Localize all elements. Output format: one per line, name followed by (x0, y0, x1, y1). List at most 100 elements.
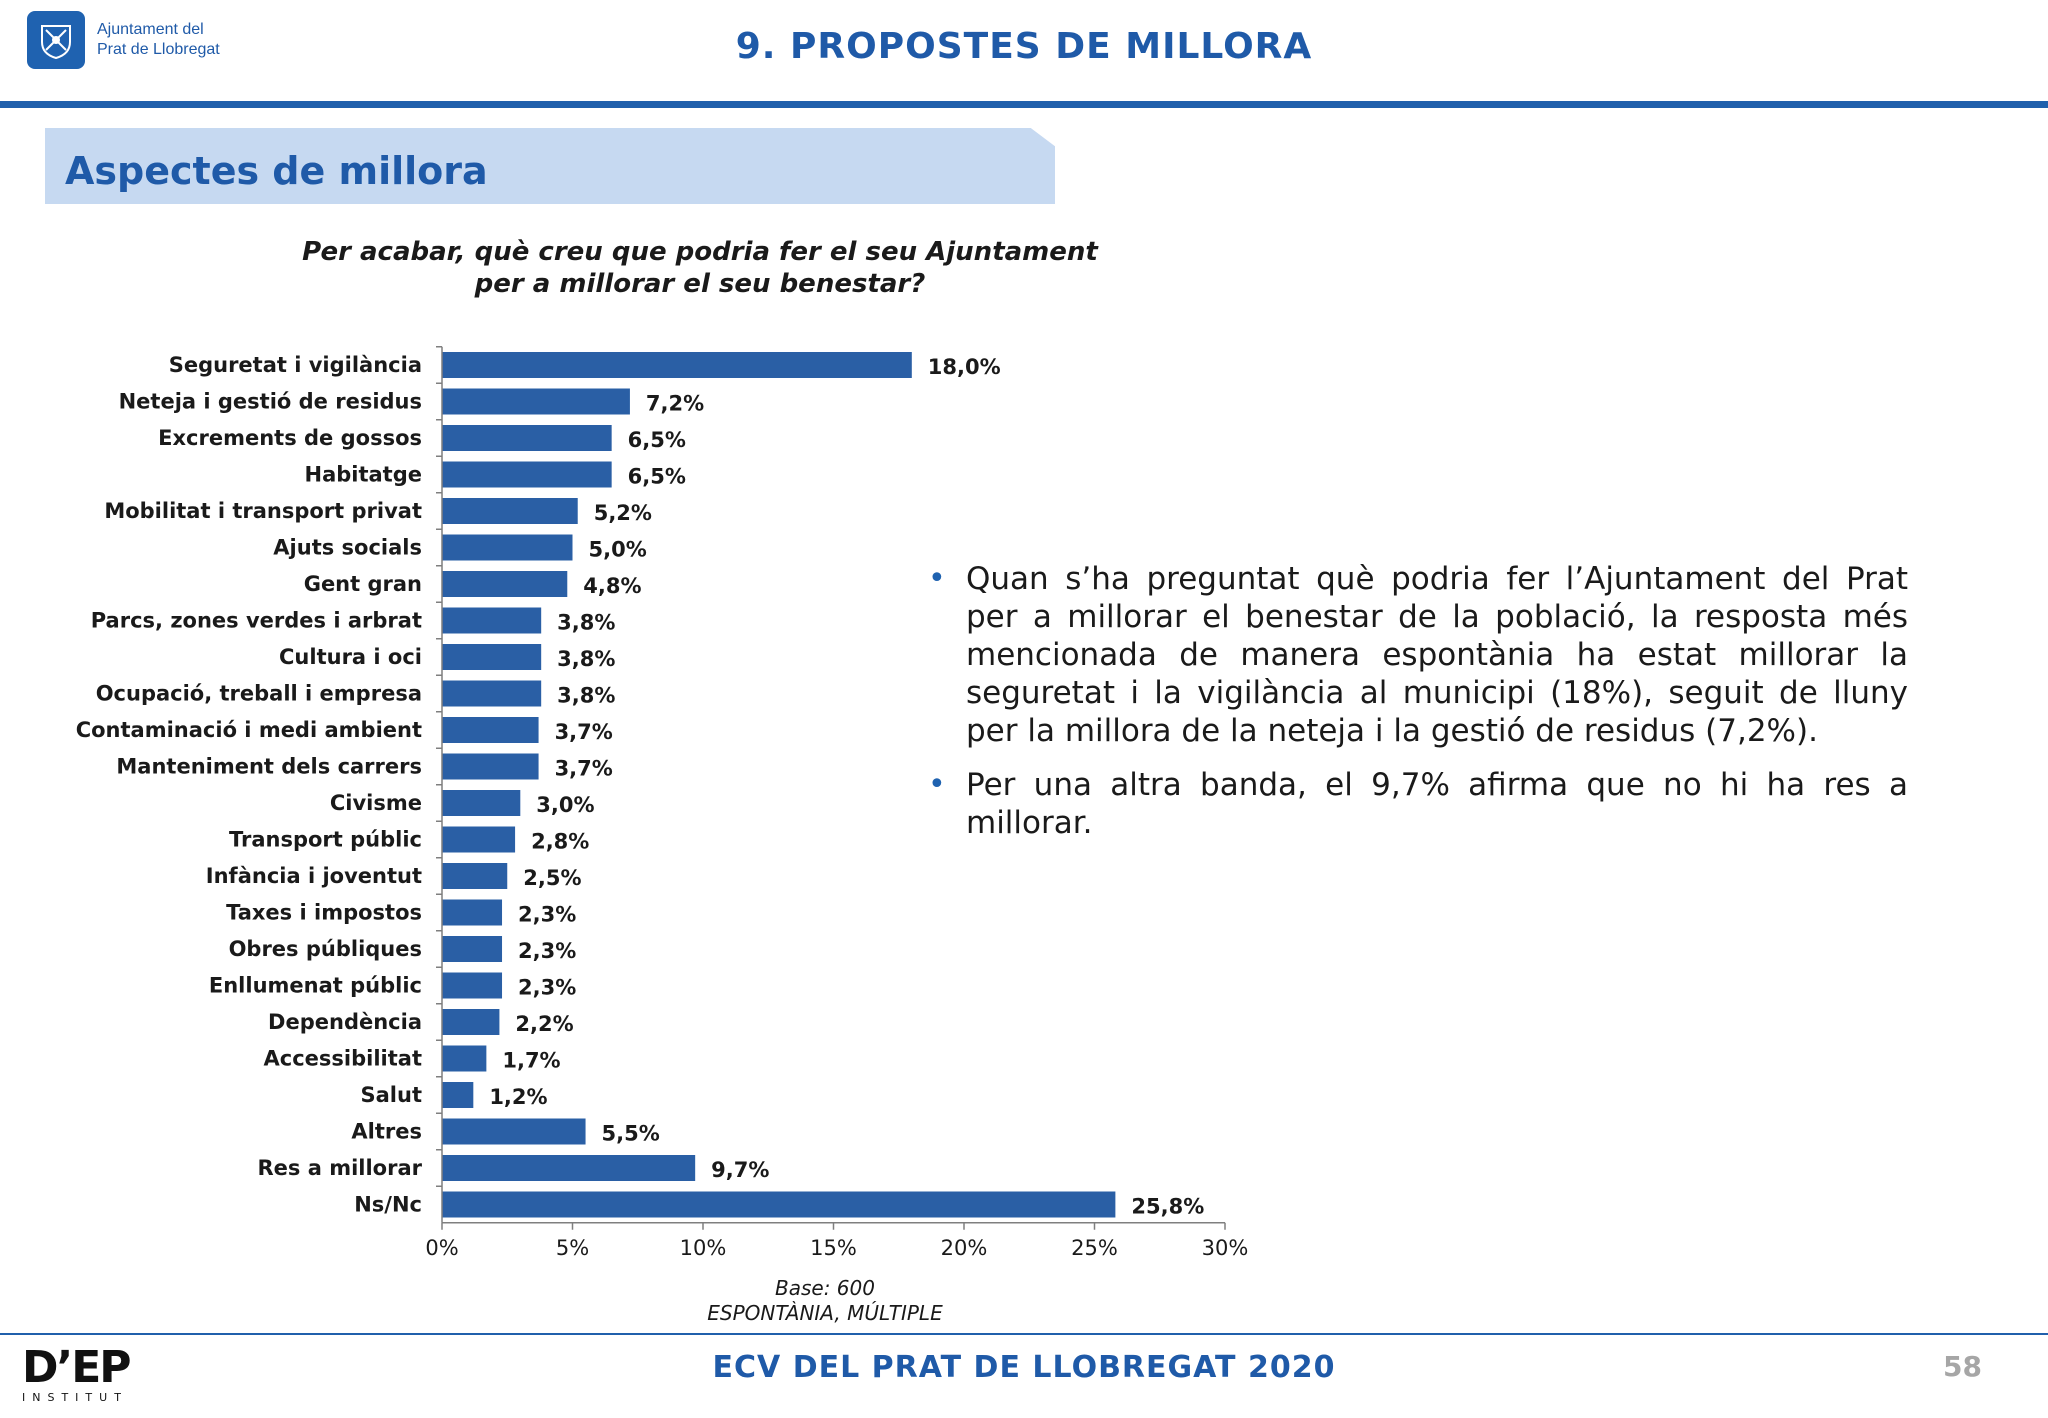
value-label: 2,8% (531, 830, 589, 854)
footer-title: ECV DEL PRAT DE LLOBREGAT 2020 (712, 1350, 1336, 1385)
bar (442, 352, 912, 378)
value-label: 2,3% (518, 976, 576, 1000)
chart-type-note: ESPONTÀNIA, MÚLTIPLE (707, 1301, 943, 1325)
value-label: 3,7% (555, 757, 613, 781)
category-label: Altres (351, 1120, 422, 1144)
category-label: Contaminació i medi ambient (76, 718, 422, 742)
category-label: Cultura i oci (279, 645, 422, 669)
dep-logo-sub: INSTITUT (22, 1391, 128, 1404)
dep-institut-logo: D’EP INSTITUT (22, 1342, 132, 1405)
category-label: Enllumenat públic (209, 974, 422, 998)
x-tick-label: 15% (810, 1236, 857, 1260)
bar (442, 534, 573, 561)
coat-of-arms-icon (27, 11, 85, 69)
bar (442, 790, 521, 816)
section-title: Aspectes de millora (65, 149, 488, 193)
category-label: Taxes i impostos (226, 901, 422, 925)
category-label: Habitatge (305, 463, 423, 487)
bar (442, 644, 542, 670)
findings-list: • Quan s’ha preguntat què podria fer l’A… (928, 560, 1908, 858)
value-label: 6,5% (628, 465, 686, 489)
x-tick-label: 5% (556, 1236, 589, 1260)
category-label: Neteja i gestió de residus (119, 390, 422, 414)
value-label: 3,8% (557, 684, 615, 708)
value-label: 2,2% (515, 1012, 573, 1036)
bar (442, 571, 568, 597)
dep-logo-mark: D’EP (22, 1342, 132, 1393)
value-label: 25,8% (1131, 1195, 1204, 1219)
page-number: 58 (1943, 1350, 1982, 1383)
bar (442, 863, 508, 889)
bullet-icon: • (928, 767, 946, 802)
survey-question: Per acabar, què creu que podria fer el s… (200, 236, 1200, 300)
category-label: Accessibilitat (264, 1047, 422, 1071)
category-label: Seguretat i vigilància (169, 353, 422, 377)
value-label: 2,3% (518, 903, 576, 927)
top-divider (0, 101, 2048, 108)
category-label: Salut (361, 1083, 422, 1107)
x-tick-label: 10% (680, 1236, 727, 1260)
question-line2: per a millorar el seu benestar? (474, 269, 926, 299)
org-name-line1: Ajuntament del (97, 21, 204, 38)
value-label: 5,0% (589, 538, 647, 562)
value-label: 2,5% (523, 866, 581, 890)
bullet-icon: • (928, 561, 946, 596)
category-label: Ns/Nc (354, 1193, 422, 1217)
bar (442, 1045, 487, 1072)
category-label: Obres públiques (229, 937, 422, 961)
category-label: Manteniment dels carrers (116, 755, 422, 779)
x-tick-label: 20% (941, 1236, 988, 1260)
bar (442, 1082, 474, 1108)
value-label: 5,2% (594, 501, 652, 525)
value-label: 1,7% (502, 1049, 560, 1073)
bar (442, 753, 539, 780)
value-label: 5,5% (602, 1122, 660, 1146)
x-tick-label: 30% (1202, 1236, 1249, 1260)
category-label: Infància i joventut (206, 864, 422, 888)
value-label: 4,8% (583, 574, 641, 598)
value-label: 3,8% (557, 647, 615, 671)
category-label: Mobilitat i transport privat (104, 499, 422, 523)
category-label: Excrements de gossos (158, 426, 422, 450)
slide-title: 9. PROPOSTES DE MILLORA (735, 26, 1313, 67)
category-label: Civisme (330, 791, 422, 815)
bar (442, 388, 630, 415)
chart-base-note: Base: 600 (775, 1276, 875, 1300)
bar (442, 936, 503, 962)
finding-item: • Per una altra banda, el 9,7% afirma qu… (928, 766, 1908, 842)
value-label: 18,0% (928, 355, 1001, 379)
bar (442, 717, 539, 743)
value-label: 3,0% (536, 793, 594, 817)
question-line1: Per acabar, què creu que podria fer el s… (302, 237, 1098, 267)
bar (442, 899, 503, 926)
x-tick-label: 0% (425, 1236, 458, 1260)
bar (442, 425, 612, 451)
value-label: 2,3% (518, 939, 576, 963)
ajuntament-logo: Ajuntament del Prat de Llobregat (27, 11, 220, 69)
bar (442, 1191, 1116, 1218)
section-banner (45, 128, 1055, 204)
value-label: 3,7% (555, 720, 613, 744)
bar-chart: Seguretat i vigilància 18,0% Neteja i gest… (76, 346, 1249, 1260)
finding-item: • Quan s’ha preguntat què podria fer l’A… (928, 560, 1908, 750)
finding-text: Quan s’ha preguntat què podria fer l’Aju… (966, 561, 1908, 749)
org-name-line2: Prat de Llobregat (97, 41, 220, 58)
bar (442, 680, 542, 707)
bar (442, 607, 542, 634)
category-label: Ajuts socials (273, 536, 422, 560)
bar (442, 461, 612, 488)
value-label: 7,2% (646, 392, 704, 416)
category-label: Res a millorar (258, 1156, 423, 1180)
bottom-divider (0, 1333, 2048, 1335)
bar (442, 1155, 696, 1181)
value-label: 6,5% (628, 428, 686, 452)
value-label: 9,7% (711, 1158, 769, 1182)
category-label: Ocupació, treball i empresa (96, 682, 422, 706)
bar (442, 826, 516, 853)
value-label: 1,2% (489, 1085, 547, 1109)
bar (442, 498, 578, 524)
category-label: Parcs, zones verdes i arbrat (91, 609, 422, 633)
bar (442, 1009, 500, 1035)
value-label: 3,8% (557, 611, 615, 635)
category-label: Gent gran (304, 572, 422, 596)
